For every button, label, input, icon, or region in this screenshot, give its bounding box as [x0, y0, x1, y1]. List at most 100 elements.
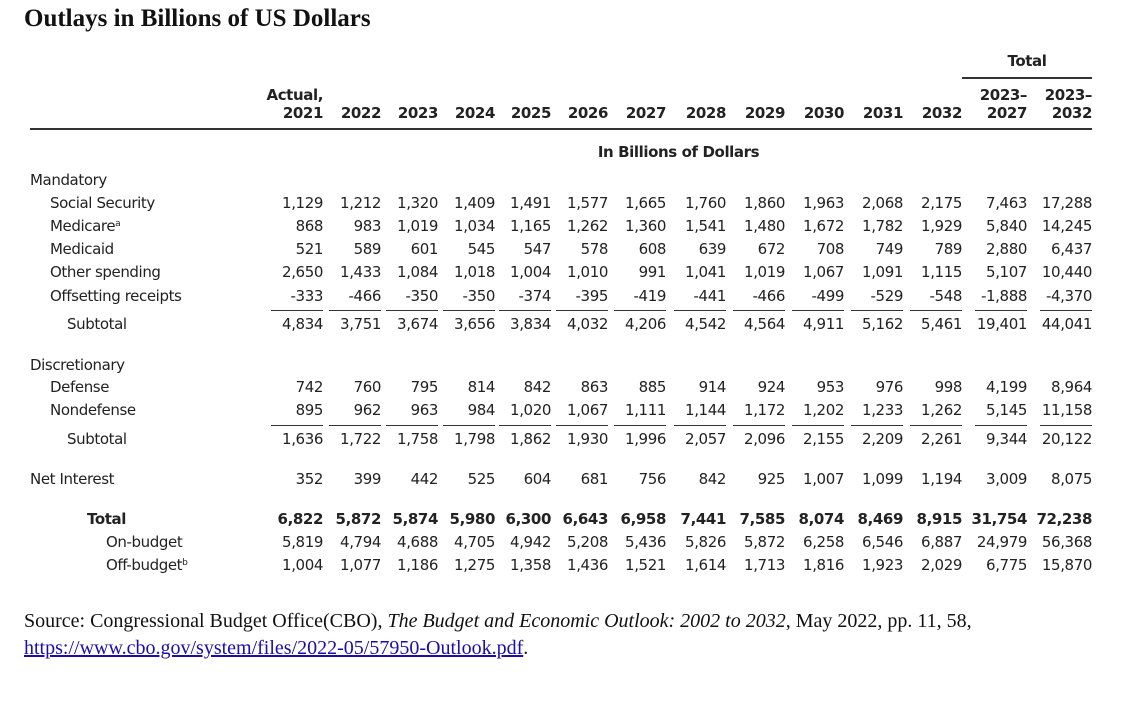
table-cell: 24,979 [976, 533, 1027, 551]
table-cell: 1,996 [625, 430, 666, 448]
table-cell: 1,084 [397, 263, 438, 281]
column-header: 2028 [650, 86, 727, 122]
table-cell: 10,440 [1041, 263, 1092, 281]
table-cell: 15,870 [1041, 556, 1092, 574]
row-label: Subtotal [67, 430, 127, 448]
table-cell: 2,057 [685, 430, 726, 448]
subtotal-rule [443, 425, 495, 426]
column-header-line: 2023– [979, 86, 1028, 104]
row-label-text: Nondefense [50, 401, 136, 419]
row-label-text: Other spending [50, 263, 161, 281]
table-cell: 1,233 [862, 401, 903, 419]
column-header-line: 2027 [986, 104, 1028, 122]
row-label-text: Net Interest [30, 470, 115, 488]
table-cell: 963 [410, 401, 439, 419]
table-cell: 8,915 [916, 510, 963, 528]
table-cell: 708 [816, 240, 845, 258]
table-cell: 1,929 [921, 217, 962, 235]
section-heading-discretionary: Discretionary [30, 356, 125, 374]
total-group-rule [962, 77, 1092, 79]
row-label: Offsetting receipts [50, 287, 182, 305]
table-cell: 4,542 [685, 315, 726, 333]
table-row-medicare: Medicarea 868 983 1,019 1,034 1,165 1,262 1,360… [30, 217, 1092, 239]
column-header-line: 2022 [340, 104, 382, 122]
table-cell: 4,942 [510, 533, 551, 551]
column-header: 2031 [827, 86, 904, 122]
table-cell: 1,320 [397, 194, 438, 212]
table-cell: 5,107 [986, 263, 1027, 281]
table-cell: 1,111 [625, 401, 666, 419]
table-cell: 1,433 [340, 263, 381, 281]
row-label: Social Security [50, 194, 155, 212]
table-cell: 1,862 [510, 430, 551, 448]
table-cell: 4,705 [454, 533, 495, 551]
row-label: Subtotal [67, 315, 127, 333]
table-cell: 72,238 [1036, 510, 1093, 528]
table-cell: 1,099 [862, 470, 903, 488]
table-cell: 976 [875, 378, 904, 396]
column-header-line: 2021 [282, 104, 324, 122]
table-row-net-interest: Net Interest 352 399 442 525 604 681 756 842 925 1… [30, 470, 1092, 492]
column-header-line: 2029 [744, 104, 786, 122]
table-row-mandatory-subtotal: Subtotal 4,834 3,751 3,674 3,656 3,834 4,032 4,… [30, 315, 1092, 337]
table-cell: 4,794 [340, 533, 381, 551]
table-cell: 7,441 [680, 510, 727, 528]
table-cell: 1,067 [803, 263, 844, 281]
table-cell: 56,368 [1041, 533, 1092, 551]
subtotal-rule [910, 425, 962, 426]
table-cell: 1,577 [567, 194, 608, 212]
table-cell: 914 [698, 378, 727, 396]
page-title: Outlays in Billions of US Dollars [24, 5, 371, 32]
table-cell: 6,643 [562, 510, 609, 528]
header-rule [30, 128, 1092, 130]
table-cell: 2,175 [921, 194, 962, 212]
column-header: 2030 [768, 86, 845, 122]
table-cell: 5,980 [449, 510, 496, 528]
column-header: 2029 [709, 86, 786, 122]
table-cell: -350 [405, 287, 439, 305]
table-cell: 604 [523, 470, 552, 488]
table-cell: 6,822 [277, 510, 324, 528]
table-cell: 17,288 [1041, 194, 1092, 212]
column-header: 2023– 2032 [1016, 86, 1093, 122]
table-cell: 1,144 [685, 401, 726, 419]
table-cell: 2,650 [282, 263, 323, 281]
table-cell: 6,958 [620, 510, 667, 528]
column-header-line: 2032 [1051, 104, 1093, 122]
table-cell: 814 [467, 378, 496, 396]
table-cell: 8,964 [1051, 378, 1092, 396]
subtotal-rule [975, 425, 1027, 426]
table-cell: 925 [757, 470, 786, 488]
table-cell: -499 [811, 287, 845, 305]
table-cell: 639 [698, 240, 727, 258]
table-cell: 14,245 [1041, 217, 1092, 235]
column-header-line: 2031 [862, 104, 904, 122]
table-cell: 1,760 [685, 194, 726, 212]
source-prefix: Source: Congressional Budget Office(CBO)… [24, 610, 388, 632]
table-cell: 1,521 [625, 556, 666, 574]
table-cell: 442 [410, 470, 439, 488]
table-cell: 1,077 [340, 556, 381, 574]
row-label: Other spending [50, 263, 161, 281]
table-cell: -374 [518, 287, 552, 305]
column-header: 2023 [362, 86, 439, 122]
table-cell: 1,860 [744, 194, 785, 212]
table-row-off-budget: Off-budgetb 1,004 1,077 1,186 1,275 1,358 1,43… [30, 556, 1092, 578]
table-cell: 545 [467, 240, 496, 258]
subtotal-rule [386, 425, 438, 426]
table-cell: 1,713 [744, 556, 785, 574]
table-cell: 1,019 [744, 263, 785, 281]
table-cell: 5,145 [986, 401, 1027, 419]
table-cell: -333 [290, 287, 324, 305]
table-cell: 5,208 [567, 533, 608, 551]
table-cell: 1,020 [510, 401, 551, 419]
source-link[interactable]: https://www.cbo.gov/system/files/2022-05… [24, 637, 524, 659]
subtotal-rule [1040, 310, 1092, 311]
column-header: 2022 [305, 86, 382, 122]
table-cell: 5,436 [625, 533, 666, 551]
table-row-offsetting-receipts: Offsetting receipts -333 -466 -350 -350 -374 -… [30, 287, 1092, 309]
table-cell: 2,029 [921, 556, 962, 574]
column-header-line: 2026 [567, 104, 609, 122]
source-publication: The Budget and Economic Outlook: 2002 to… [387, 610, 786, 632]
table-cell: -419 [633, 287, 667, 305]
